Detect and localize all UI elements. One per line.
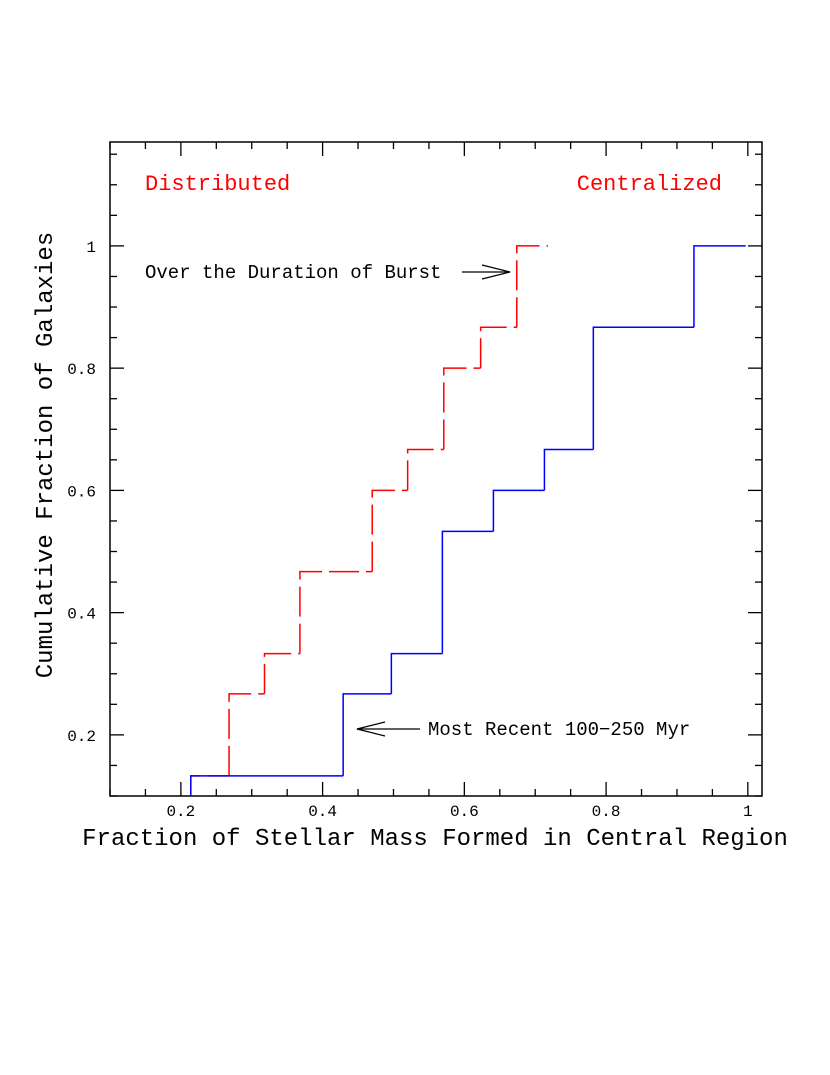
x-tick-label: 0.2 (166, 803, 195, 821)
step-segment (263, 652, 300, 694)
x-tick-label: 0.4 (308, 803, 337, 821)
step-segment (190, 775, 230, 796)
x-tick-label: 0.8 (592, 803, 621, 821)
step-segment (406, 448, 444, 491)
y-axis-label: Cumulative Fraction of Galaxies (33, 232, 60, 678)
step-segment (492, 489, 545, 532)
step-segment (371, 489, 408, 572)
annotation-burst: Over the Duration of Burst (145, 262, 441, 284)
y-tick-label: 0.2 (67, 728, 96, 746)
y-tick-label: 0.6 (67, 483, 96, 501)
step-segment (390, 652, 443, 694)
step-segment (516, 245, 548, 328)
step-segment (543, 448, 594, 491)
plot-frame (109, 141, 763, 797)
annotation-recent: Most Recent 100−250 Myr (428, 719, 690, 741)
step-segment (693, 245, 746, 328)
x-tick-label: 0.6 (450, 803, 479, 821)
step-segment (443, 367, 481, 450)
annotation-distributed: Distributed (145, 172, 290, 197)
step-segment (441, 530, 494, 654)
arrow-right (462, 264, 511, 280)
x-axis-label: Fraction of Stellar Mass Formed in Centr… (82, 826, 788, 853)
arrow-left (356, 721, 420, 737)
step-segment (479, 326, 517, 369)
step-segment (190, 775, 344, 796)
step-segment (228, 693, 265, 776)
x-tick-label: 1 (743, 803, 753, 821)
y-tick-label: 0.8 (67, 361, 96, 379)
step-segment (299, 570, 373, 654)
step-segment (592, 326, 694, 450)
y-tick-label: 0.4 (67, 606, 96, 624)
annotation-centralized: Centralized (577, 172, 722, 197)
plot-area (190, 245, 746, 796)
y-tick-label: 1 (86, 239, 96, 257)
step-segment (342, 693, 392, 776)
